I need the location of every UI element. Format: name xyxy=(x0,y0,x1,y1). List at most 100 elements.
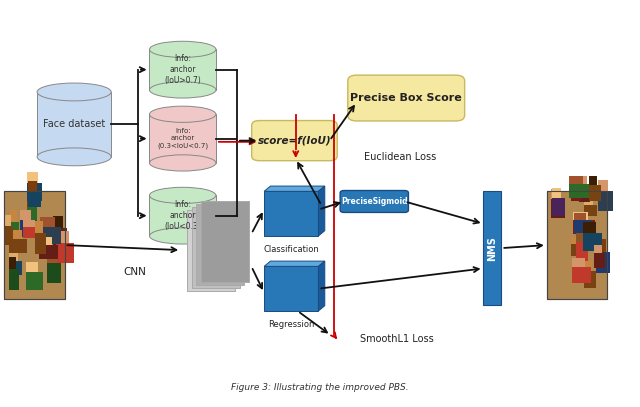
Bar xyxy=(10,210,17,223)
Bar xyxy=(26,272,43,290)
Bar xyxy=(596,239,606,254)
Bar xyxy=(574,213,586,221)
Bar xyxy=(54,228,67,249)
Bar xyxy=(551,199,565,218)
Ellipse shape xyxy=(150,187,216,204)
Bar xyxy=(4,226,13,245)
Text: NMS: NMS xyxy=(488,236,497,260)
Text: Info:
anchor
(0.3<IoU<0.7): Info: anchor (0.3<IoU<0.7) xyxy=(157,128,208,149)
Bar xyxy=(596,252,611,273)
Ellipse shape xyxy=(150,41,216,57)
Ellipse shape xyxy=(150,228,216,244)
Bar xyxy=(577,230,585,244)
Bar xyxy=(150,49,216,90)
Bar xyxy=(9,261,22,276)
Bar xyxy=(35,221,43,235)
Polygon shape xyxy=(264,186,324,191)
Text: Face dataset: Face dataset xyxy=(43,119,105,129)
Bar xyxy=(584,199,593,206)
Bar xyxy=(24,220,35,228)
Bar xyxy=(551,188,561,201)
Ellipse shape xyxy=(150,106,216,123)
Bar xyxy=(552,198,566,216)
Bar xyxy=(595,253,605,267)
Text: score=f(IoU): score=f(IoU) xyxy=(258,136,332,146)
Bar xyxy=(37,92,111,157)
Bar xyxy=(56,231,69,245)
Bar xyxy=(572,267,591,283)
Bar xyxy=(576,232,585,245)
Text: Info:
anchor
(IoU<0.3): Info: anchor (IoU<0.3) xyxy=(164,200,201,231)
Bar xyxy=(584,271,596,288)
Bar xyxy=(26,203,32,212)
Bar xyxy=(27,207,37,227)
Bar xyxy=(584,261,592,273)
Bar xyxy=(196,204,244,285)
Bar xyxy=(24,227,40,238)
Text: Regression: Regression xyxy=(268,320,314,329)
Bar xyxy=(40,217,55,228)
Bar xyxy=(150,114,216,163)
Polygon shape xyxy=(264,261,324,266)
Bar xyxy=(28,182,38,192)
FancyBboxPatch shape xyxy=(348,75,465,121)
Bar xyxy=(26,262,38,274)
Bar xyxy=(576,224,582,233)
Bar xyxy=(571,189,581,201)
Bar xyxy=(483,191,501,305)
Bar xyxy=(264,191,319,236)
Bar xyxy=(570,184,589,198)
Bar xyxy=(4,191,65,299)
Bar xyxy=(573,220,595,234)
Bar xyxy=(4,191,65,299)
Text: CNN: CNN xyxy=(124,267,147,278)
Bar xyxy=(579,185,590,201)
FancyBboxPatch shape xyxy=(252,120,337,161)
Bar xyxy=(9,252,18,262)
Bar xyxy=(595,245,602,254)
Bar xyxy=(8,269,19,290)
Bar xyxy=(579,175,587,186)
Bar xyxy=(598,191,612,211)
Bar xyxy=(192,207,240,288)
Bar xyxy=(27,195,34,208)
Bar xyxy=(27,183,42,201)
Ellipse shape xyxy=(150,82,216,98)
Bar xyxy=(20,210,31,221)
Bar xyxy=(571,244,584,256)
Bar xyxy=(26,210,34,224)
Bar xyxy=(574,220,591,233)
Bar xyxy=(589,176,597,187)
Bar xyxy=(35,233,47,254)
Bar xyxy=(264,266,319,311)
Text: PreciseSigmoid: PreciseSigmoid xyxy=(341,197,408,206)
Bar xyxy=(571,183,578,190)
Bar xyxy=(201,201,249,282)
Bar xyxy=(570,176,583,185)
Bar xyxy=(571,237,580,245)
Bar xyxy=(20,220,36,237)
Bar xyxy=(572,258,585,268)
Ellipse shape xyxy=(37,83,111,101)
Bar xyxy=(547,191,607,299)
Bar xyxy=(583,222,596,234)
Text: Euclidean Loss: Euclidean Loss xyxy=(364,152,436,162)
Text: Precise Box Score: Precise Box Score xyxy=(350,93,462,103)
Bar xyxy=(56,243,74,263)
Bar xyxy=(28,191,42,207)
Bar xyxy=(583,233,602,251)
Bar xyxy=(577,243,588,263)
Ellipse shape xyxy=(150,155,216,171)
Bar xyxy=(39,245,58,259)
Bar xyxy=(40,227,61,244)
Text: SmoothL1 Loss: SmoothL1 Loss xyxy=(360,335,433,344)
Bar xyxy=(584,205,597,216)
Ellipse shape xyxy=(37,148,111,166)
Bar xyxy=(150,195,216,236)
Text: Classification: Classification xyxy=(264,245,319,254)
Bar xyxy=(10,222,19,243)
Bar xyxy=(573,212,588,221)
Bar xyxy=(589,185,601,201)
Polygon shape xyxy=(319,186,324,236)
Bar xyxy=(47,263,61,283)
